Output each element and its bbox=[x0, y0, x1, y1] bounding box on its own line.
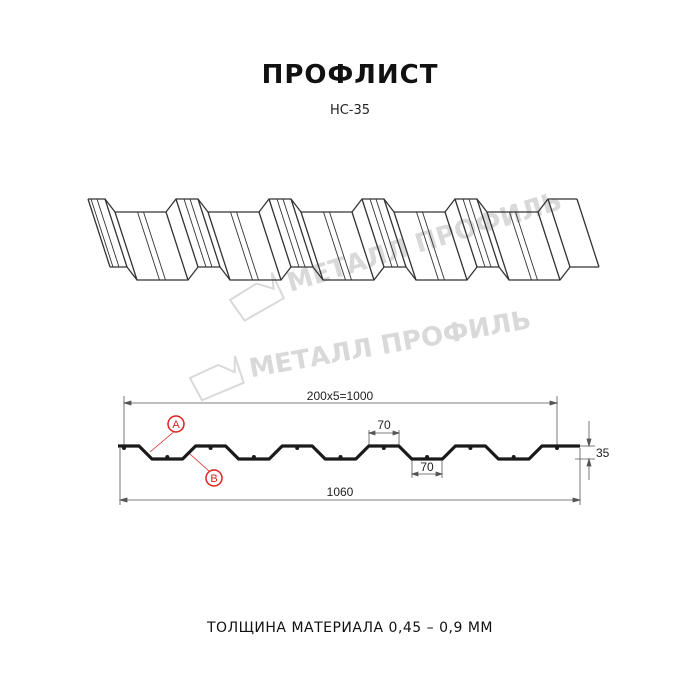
product-code: НС-35 bbox=[329, 103, 371, 118]
sheet-isometric-view bbox=[87, 198, 600, 281]
sheet-rib-line bbox=[276, 198, 300, 268]
stiffening-rib bbox=[338, 455, 343, 459]
dim-bottom-flange: 70 bbox=[420, 460, 434, 474]
sheet-fold-line bbox=[104, 198, 128, 268]
material-thickness: ТОЛЩИНА МАТЕРИАЛА 0,45 – 0,9 ММ bbox=[207, 620, 493, 636]
sheet-back-edge bbox=[88, 198, 577, 213]
sheet-fold-line bbox=[268, 198, 292, 268]
sheet-front-edge bbox=[110, 266, 599, 281]
sheet-rib-line bbox=[422, 211, 445, 281]
sheet-fold-line bbox=[393, 211, 417, 281]
sheet-fold-line bbox=[351, 211, 375, 281]
sheet-rib-line bbox=[189, 198, 213, 268]
marker-a: A bbox=[149, 415, 185, 453]
sheet-rib-line bbox=[282, 198, 306, 268]
sheet-fold-line bbox=[383, 198, 407, 268]
marker-b: B bbox=[189, 453, 223, 487]
stiffening-rib bbox=[295, 446, 300, 450]
dim-height: 35 bbox=[596, 446, 610, 460]
page-title: ПРОФЛИСТ bbox=[261, 60, 439, 90]
stiffening-rib bbox=[381, 446, 386, 450]
sheet-fold-line bbox=[114, 211, 138, 281]
sheet-rib-line bbox=[509, 211, 532, 281]
sheet-rib-line bbox=[183, 198, 207, 268]
stiffening-rib bbox=[468, 446, 473, 450]
sheet-fold-line bbox=[486, 211, 510, 281]
stiffening-rib bbox=[555, 446, 559, 450]
sheet-fold-line bbox=[290, 198, 314, 268]
watermark-bottom: МЕТАЛЛ ПРОФИЛЬ bbox=[188, 305, 533, 402]
marker-a-label: A bbox=[172, 419, 180, 431]
sheet-fold-line bbox=[258, 211, 282, 281]
sheet-rib-line bbox=[462, 198, 486, 268]
sheet-rib-line bbox=[137, 211, 160, 281]
sheet-fold-line bbox=[207, 211, 231, 281]
sheet-fold-line bbox=[175, 198, 199, 268]
sheet-rib-line bbox=[375, 198, 399, 268]
watermark-text: МЕТАЛЛ ПРОФИЛЬ bbox=[247, 305, 533, 384]
sheet-fold-line bbox=[300, 211, 324, 281]
sheet-rib-line bbox=[236, 211, 259, 281]
dimension-lines bbox=[118, 396, 595, 505]
dim-pitch: 200x5=1000 bbox=[307, 389, 374, 403]
sheet-rib-line bbox=[515, 211, 538, 281]
sheet-fold-line bbox=[361, 198, 385, 268]
sheet-rib-line bbox=[323, 211, 346, 281]
sheet-rib-line bbox=[143, 211, 166, 281]
profile-cross-section bbox=[118, 444, 580, 461]
stiffening-rib bbox=[208, 446, 213, 450]
sheet-fold-line bbox=[197, 198, 221, 268]
sheet-rib-line bbox=[96, 198, 120, 268]
sheet-rib-line bbox=[369, 198, 393, 268]
sheet-fold-line bbox=[576, 198, 600, 268]
sheet-fold-line bbox=[547, 198, 571, 268]
sheet-rib-line bbox=[468, 198, 492, 268]
sheet-fold-line bbox=[476, 198, 500, 268]
sheet-rib-line bbox=[329, 211, 352, 281]
stiffening-rib bbox=[511, 455, 516, 459]
watermark-top: МЕТАЛЛ ПРОФИЛЬ bbox=[228, 187, 566, 322]
sheet-fold-line bbox=[537, 211, 561, 281]
sheet-rib-line bbox=[90, 198, 114, 268]
dim-total-width: 1060 bbox=[327, 485, 354, 499]
stiffening-rib bbox=[122, 446, 126, 450]
sheet-fold-line bbox=[454, 198, 478, 268]
sheet-rib-line bbox=[416, 211, 439, 281]
stiffening-rib bbox=[251, 455, 256, 459]
profile-line bbox=[118, 444, 580, 461]
sheet-fold-line bbox=[87, 198, 111, 268]
stiffening-rib bbox=[165, 455, 170, 459]
watermark-text: МЕТАЛЛ ПРОФИЛЬ bbox=[284, 187, 566, 299]
sheet-fold-line bbox=[165, 211, 189, 281]
sheet-fold-line bbox=[444, 211, 468, 281]
sheet-rib-line bbox=[230, 211, 253, 281]
marker-b-label: B bbox=[210, 473, 217, 485]
dim-top-flange: 70 bbox=[377, 418, 391, 432]
stiffening-rib bbox=[425, 455, 430, 459]
